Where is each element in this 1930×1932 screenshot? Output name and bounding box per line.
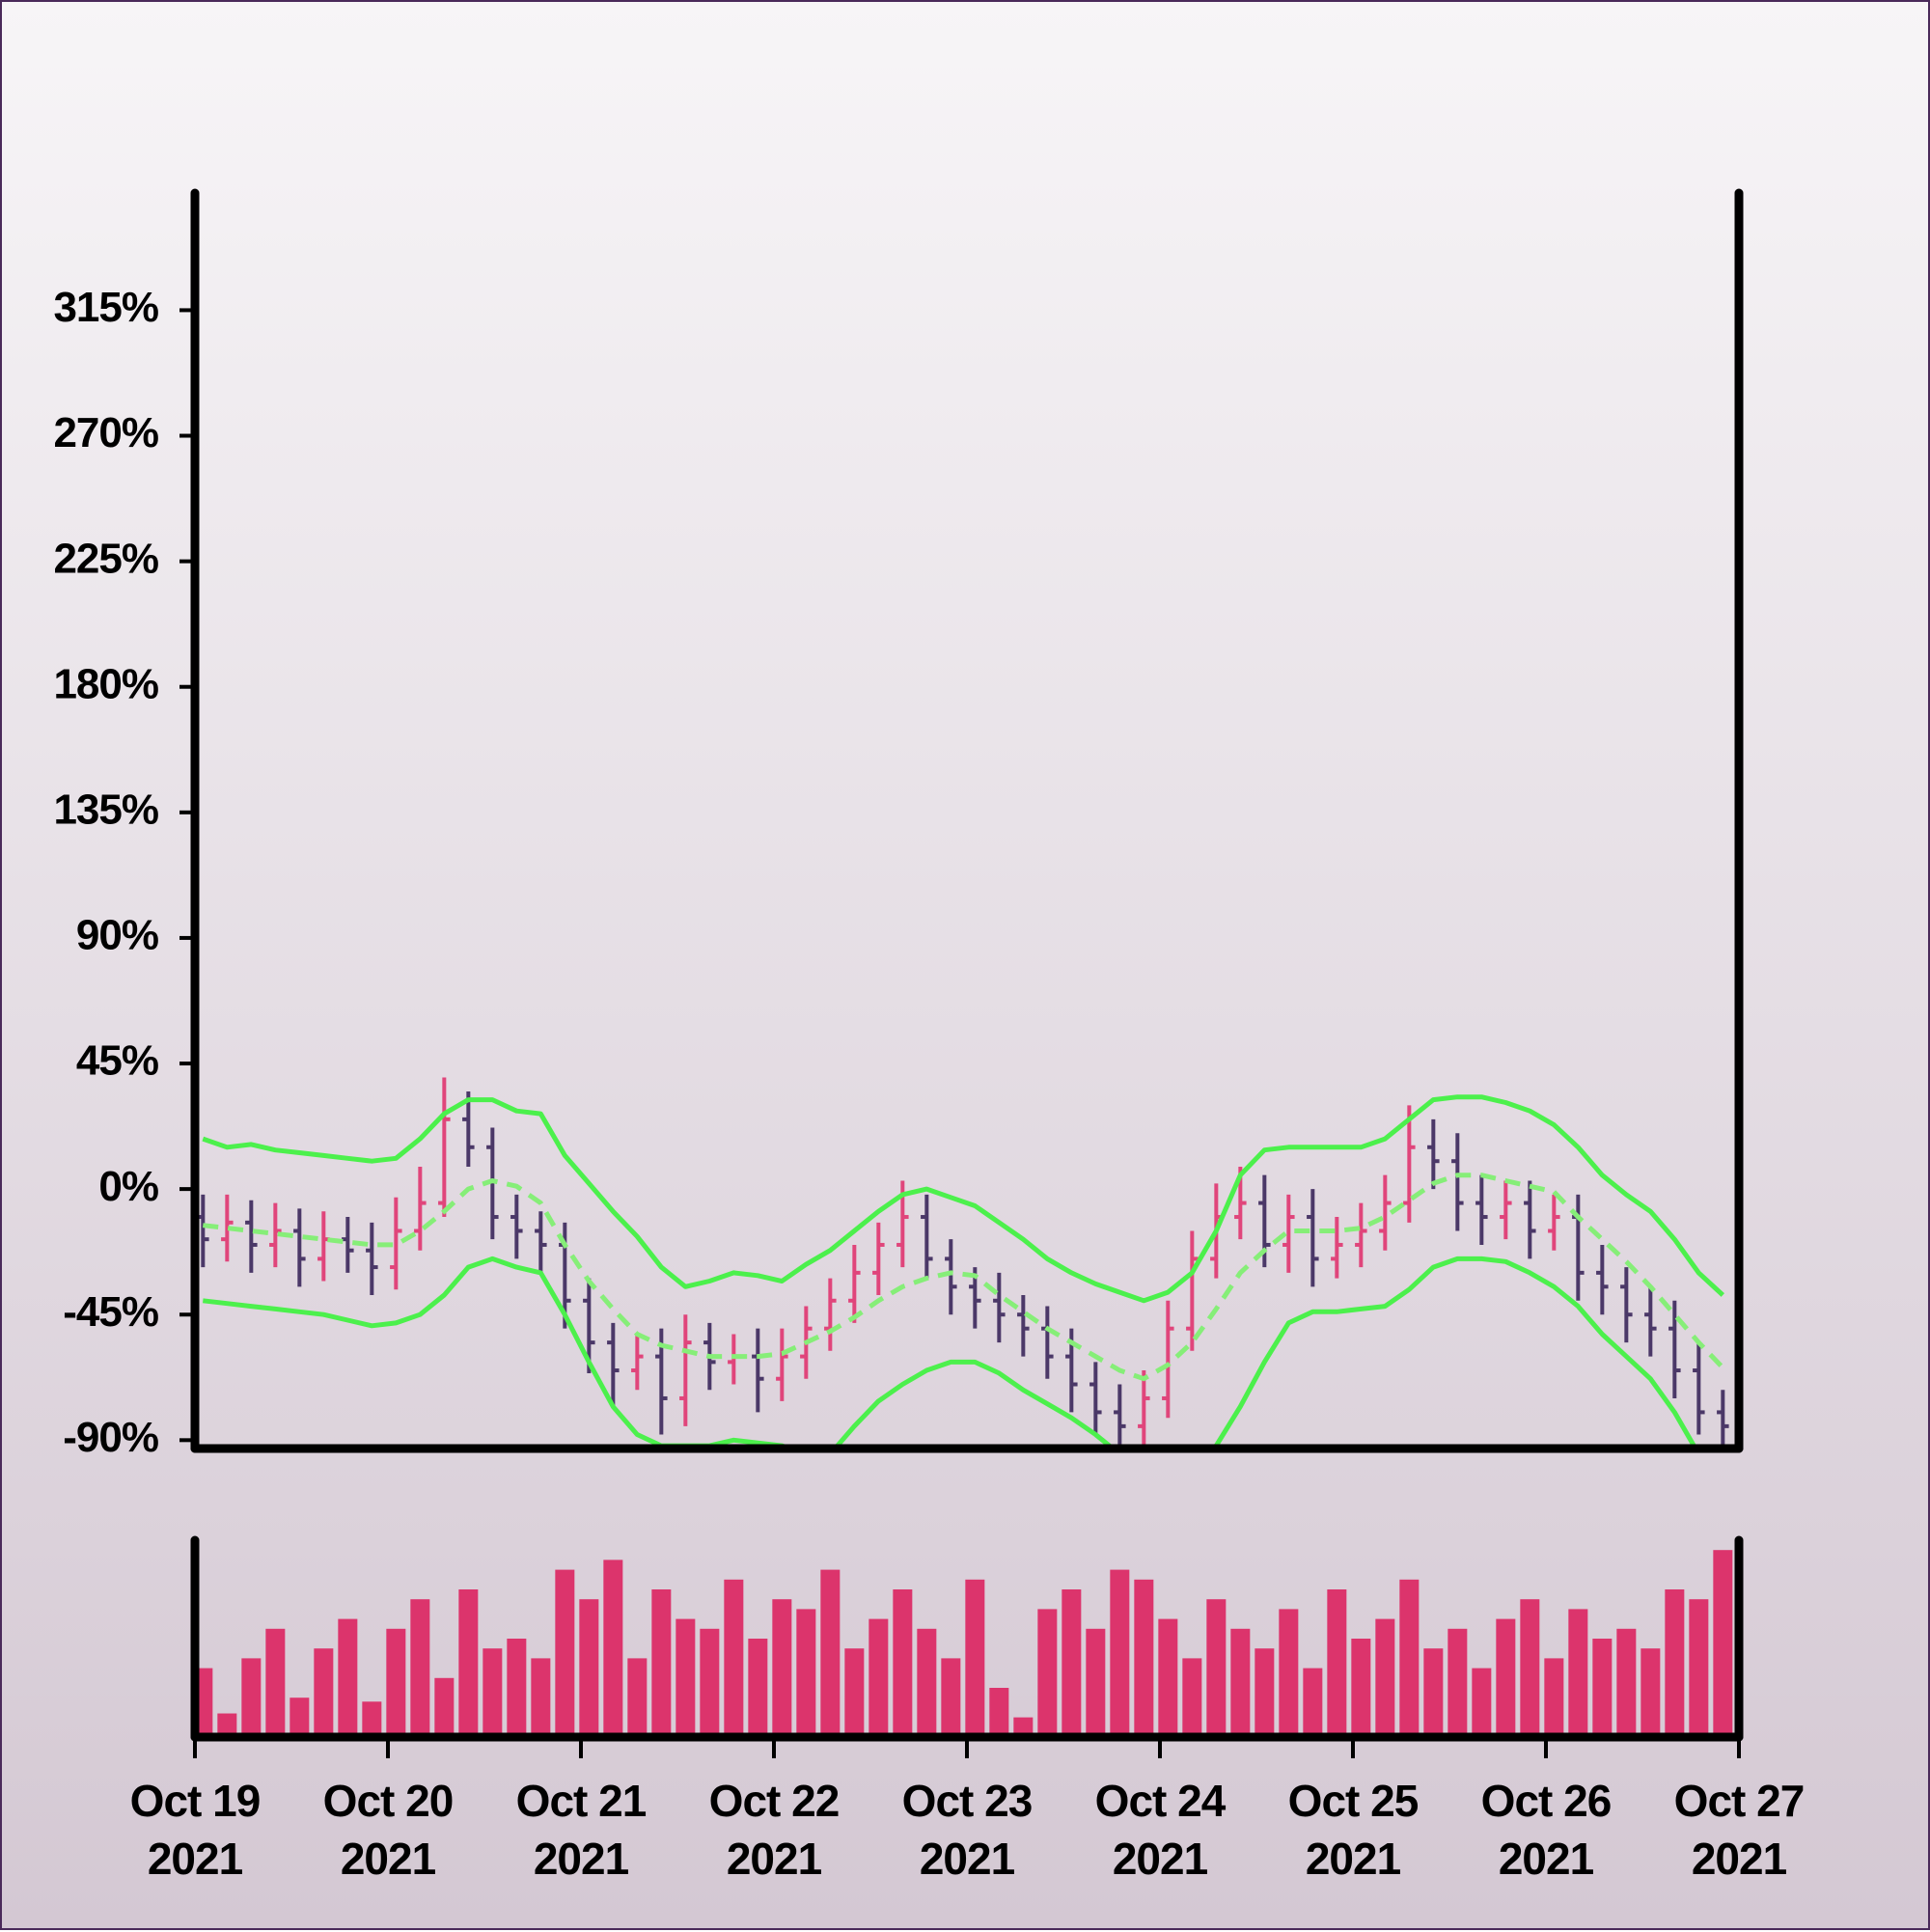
volume-bar: [555, 1569, 575, 1737]
band-upper: [202, 1094, 1724, 1304]
volume-bar: [1037, 1609, 1058, 1737]
volume-bar: [314, 1648, 334, 1737]
band-lower: [203, 1256, 1698, 1449]
volume-bar: [434, 1677, 455, 1737]
x-tick-label: Oct 24 2021: [1094, 1776, 1227, 1884]
volume-bar: [796, 1609, 816, 1737]
volume-bar: [1086, 1628, 1106, 1737]
volume-bar: [579, 1599, 599, 1737]
volume-bar: [700, 1628, 720, 1737]
volume-bar: [507, 1639, 527, 1737]
volume-bar: [458, 1589, 479, 1737]
volume-bar: [1665, 1589, 1685, 1737]
volume-bar: [1616, 1628, 1637, 1737]
volume-bar: [1013, 1717, 1034, 1737]
volume-bar: [386, 1628, 406, 1737]
volume-bar: [1689, 1599, 1709, 1737]
x-tick-label: Oct 22 2021: [708, 1776, 841, 1884]
x-tick-label: Oct 27 2021: [1673, 1776, 1806, 1884]
volume-bar: [410, 1599, 430, 1737]
volume-bar: [1279, 1609, 1299, 1737]
volume-bar: [1303, 1668, 1323, 1737]
volume-bar: [1230, 1628, 1251, 1737]
volume-bar: [893, 1589, 913, 1737]
volume-bar: [844, 1648, 865, 1737]
volume-bar: [1713, 1550, 1733, 1737]
volume-bar: [482, 1648, 503, 1737]
volume-bar: [1423, 1648, 1444, 1737]
volume-bar: [1472, 1668, 1492, 1737]
volume-bar: [362, 1701, 382, 1737]
volume-bar: [676, 1618, 696, 1737]
y-tick-label: 270%: [53, 409, 158, 456]
volume-bar: [941, 1658, 961, 1737]
x-tick-label: Oct 20 2021: [322, 1776, 455, 1884]
volume-bar: [265, 1628, 286, 1737]
y-tick-label: 135%: [53, 786, 158, 833]
volume-bar: [748, 1639, 768, 1737]
volume-bar: [603, 1559, 623, 1737]
y-tick-label: -45%: [63, 1288, 158, 1336]
volume-bar: [820, 1569, 841, 1737]
volume-bar: [965, 1579, 985, 1737]
y-tick-label: 0%: [98, 1163, 158, 1210]
volume-bar: [651, 1589, 672, 1737]
volume-plot: [193, 1550, 1733, 1737]
volume-bar: [1640, 1648, 1661, 1737]
band-middle: [203, 1173, 1725, 1382]
volume-bar: [1182, 1658, 1202, 1737]
x-tick-label: Oct 25 2021: [1287, 1776, 1420, 1884]
volume-bar: [1110, 1569, 1130, 1737]
x-tick-label: Oct 23 2021: [901, 1776, 1034, 1884]
volume-bar: [1375, 1618, 1395, 1737]
volume-bar: [1206, 1599, 1227, 1737]
x-tick-label: Oct 21 2021: [515, 1776, 648, 1884]
volume-bar: [290, 1697, 310, 1737]
volume-bar: [1448, 1628, 1468, 1737]
volume-bar: [531, 1658, 551, 1737]
volume-bar: [1544, 1658, 1564, 1737]
x-tick-label: Oct 19 2021: [129, 1776, 262, 1884]
volume-bar: [338, 1618, 358, 1737]
volume-bar: [217, 1713, 237, 1737]
y-tick-label: 180%: [53, 660, 158, 707]
volume-bar: [241, 1658, 262, 1737]
y-tick-label: 315%: [53, 284, 158, 331]
x-tick-label: Oct 26 2021: [1480, 1776, 1613, 1884]
axes: -90% -45% 0% 45% 90% 135% 180% 225% 270% 315%: [53, 188, 1744, 1758]
volume-bar: [1496, 1618, 1516, 1737]
volume-bar: [627, 1658, 648, 1737]
volume-bar: [1592, 1639, 1613, 1737]
y-tick-label: 90%: [76, 912, 158, 959]
volume-bar: [1134, 1579, 1154, 1737]
price-plot: [197, 1077, 1729, 1449]
volume-bar: [1254, 1648, 1275, 1737]
volume-bar: [1399, 1579, 1420, 1737]
volume-bar: [1062, 1589, 1082, 1737]
volume-bar: [772, 1599, 792, 1737]
y-tick-label: 45%: [76, 1037, 158, 1085]
volume-bar: [724, 1579, 744, 1737]
volume-bar: [989, 1688, 1009, 1737]
volume-bar: [917, 1628, 937, 1737]
y-tick-label: 225%: [53, 535, 158, 582]
volume-bar: [1351, 1639, 1371, 1737]
volume-bar: [1568, 1609, 1588, 1737]
volume-bar: [1327, 1589, 1347, 1737]
volume-bar: [1158, 1618, 1178, 1737]
volume-bar: [868, 1618, 889, 1737]
y-tick-label: -90%: [63, 1414, 158, 1461]
volume-bar: [1520, 1599, 1540, 1737]
